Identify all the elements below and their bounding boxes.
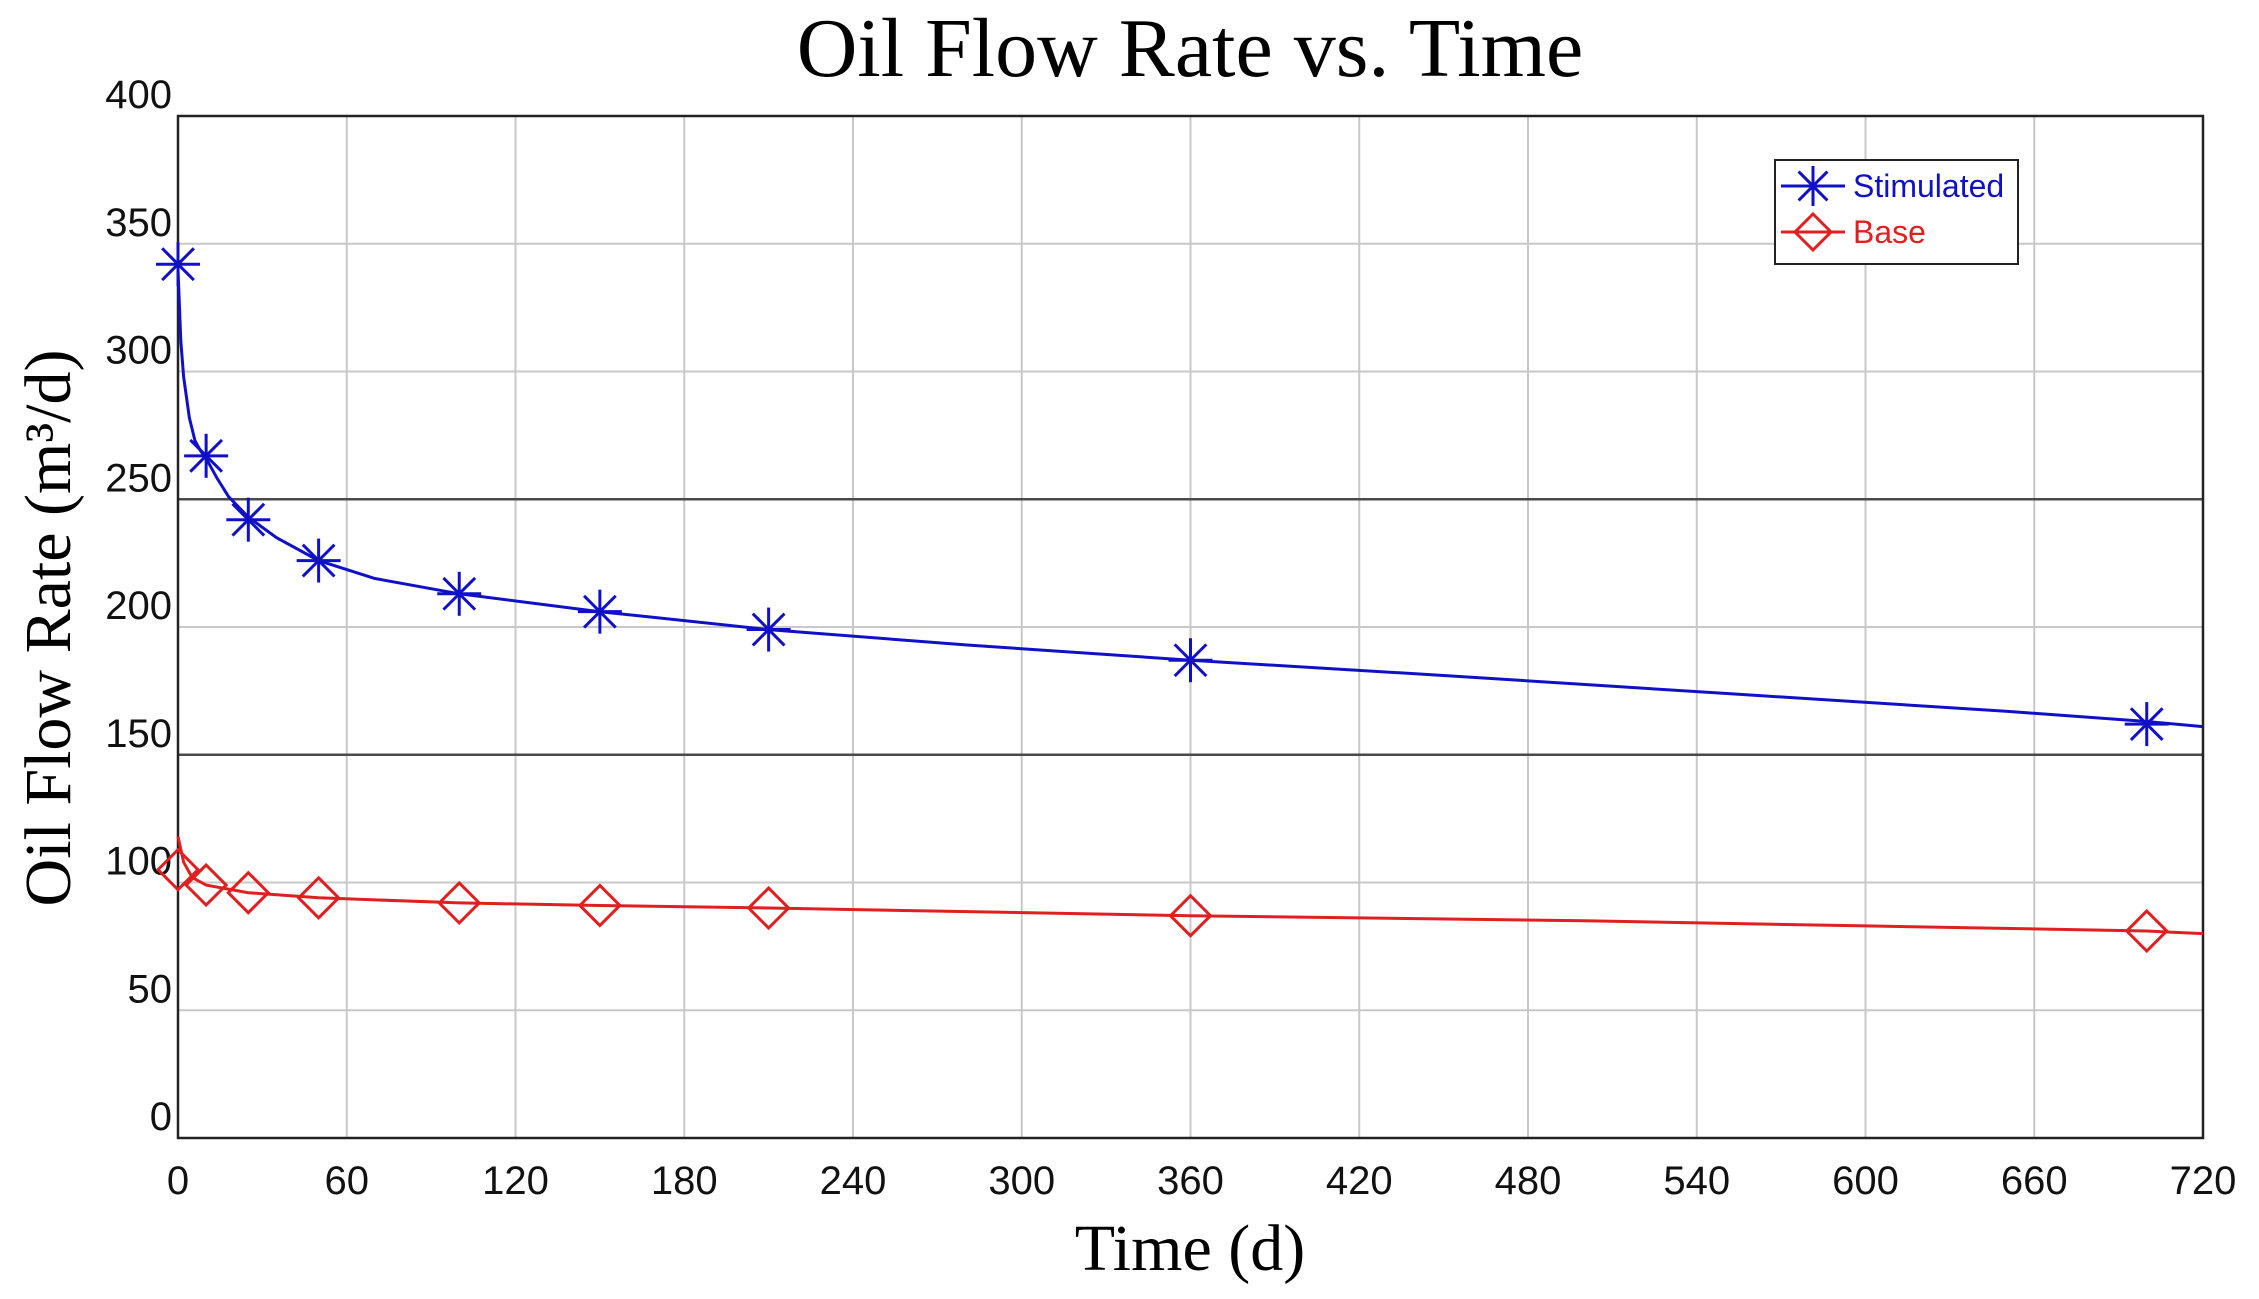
stimulated-point	[184, 433, 229, 478]
x-tick-label: 420	[1326, 1159, 1393, 1203]
chart-title: Oil Flow Rate vs. Time	[797, 2, 1583, 95]
base-point	[577, 883, 622, 928]
x-tick-label: 240	[820, 1159, 887, 1203]
stimulated-point	[2124, 702, 2169, 747]
legend-marker-base	[1792, 211, 1834, 253]
x-tick-label: 600	[1832, 1159, 1899, 1203]
x-tick-label: 360	[1157, 1159, 1224, 1203]
base-point	[1168, 893, 1213, 938]
x-tick-label: 0	[167, 1159, 189, 1203]
stimulated-point	[296, 538, 341, 583]
base-point	[746, 885, 791, 931]
y-tick-label: 100	[105, 840, 172, 884]
base-point	[155, 847, 201, 892]
stimulated-point	[577, 589, 622, 634]
y-axis-label: Oil Flow Rate (m³/d)	[12, 350, 85, 907]
x-tick-label: 60	[325, 1159, 370, 1203]
x-tick-label: 300	[988, 1159, 1055, 1203]
stimulated-point	[1168, 638, 1213, 683]
legend-item-base: Base	[1781, 211, 1926, 253]
y-tick-label: 350	[105, 201, 172, 245]
legend-marker-stimulated	[1793, 166, 1833, 206]
x-tick-label: 720	[2170, 1159, 2237, 1203]
legend-item-stimulated: Stimulated	[1781, 166, 2004, 206]
stimulated-point	[437, 571, 482, 616]
x-tick-label: 180	[651, 1159, 718, 1203]
base-point	[437, 880, 482, 926]
x-tick-label: 660	[2001, 1159, 2068, 1203]
base-point	[2124, 908, 2169, 954]
legend: Stimulated Base	[1774, 159, 2019, 265]
axes	[176, 114, 2205, 1140]
legend-label-stimulated: Stimulated	[1853, 168, 2004, 204]
grid	[177, 115, 2204, 1139]
y-tick-label: 200	[105, 584, 172, 628]
x-tick-label: 540	[1663, 1159, 1730, 1203]
base-point	[226, 870, 271, 915]
x-tick-label: 120	[482, 1159, 549, 1203]
series-layer	[155, 242, 2204, 954]
y-tick-label: 0	[150, 1095, 172, 1139]
stimulated-point	[746, 607, 791, 652]
y-tick-labels: 0 50 100 150 200 250 300 350 400	[105, 73, 172, 1139]
y-tick-label: 300	[105, 329, 172, 373]
y-tick-label: 150	[105, 712, 172, 756]
y-tick-label: 50	[128, 967, 173, 1011]
plot-frame	[176, 114, 2205, 1140]
legend-label-base: Base	[1853, 214, 1926, 250]
stimulated-point	[226, 497, 271, 542]
x-tick-label: 480	[1495, 1159, 1562, 1203]
x-axis-label: Time (d)	[1075, 1212, 1305, 1285]
base-point	[296, 875, 341, 920]
x-tick-labels: 0 60 120 180 240 300 360 420 480 540 600 660 720	[167, 1159, 2237, 1203]
y-tick-label: 250	[105, 456, 172, 500]
y-tick-label: 400	[105, 73, 172, 117]
base-point	[184, 862, 229, 908]
stimulated-point	[156, 242, 200, 287]
